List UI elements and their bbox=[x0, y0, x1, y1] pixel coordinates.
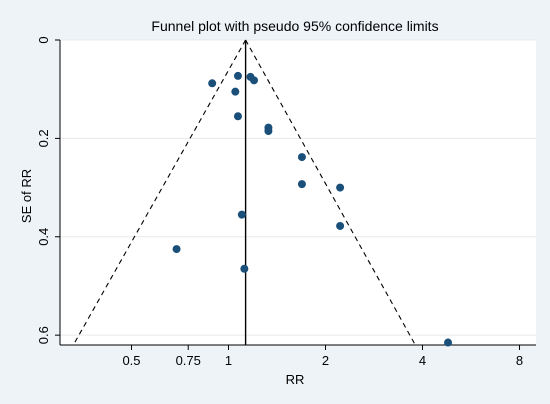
study-point-2 bbox=[231, 87, 240, 96]
funnel-left-limit bbox=[72, 39, 247, 346]
y-tick-label-2: 0.4 bbox=[36, 228, 51, 246]
study-point-7 bbox=[264, 127, 273, 136]
x-tick-label-3: 2 bbox=[322, 353, 329, 368]
study-point-13 bbox=[172, 245, 181, 254]
plot-area bbox=[60, 40, 536, 345]
study-point-0 bbox=[208, 79, 217, 88]
x-tick-label-5: 8 bbox=[516, 353, 523, 368]
y-axis-title: SE of RR bbox=[19, 169, 34, 223]
x-tick-label-1: 0.75 bbox=[176, 353, 201, 368]
y-tick-label-3: 0.6 bbox=[36, 326, 51, 344]
study-point-9 bbox=[297, 180, 306, 189]
study-point-4 bbox=[250, 76, 259, 85]
chart-title: Funnel plot with pseudo 95% confidence l… bbox=[151, 18, 438, 34]
study-point-14 bbox=[240, 264, 249, 273]
study-point-8 bbox=[297, 153, 306, 162]
x-tick-label-0: 0.5 bbox=[122, 353, 140, 368]
study-point-10 bbox=[336, 183, 345, 192]
study-point-12 bbox=[237, 210, 246, 219]
plot-layer: 0 0.2 0.4 0.6 0.5 0.75 1 2 4 8 bbox=[36, 36, 536, 368]
study-point-15 bbox=[444, 338, 453, 347]
study-point-5 bbox=[233, 112, 242, 121]
study-point-11 bbox=[336, 221, 345, 230]
funnel-right-limit bbox=[245, 39, 416, 346]
y-tick-label-1: 0.2 bbox=[36, 129, 51, 147]
study-point-1 bbox=[233, 71, 242, 80]
y-tick-label-0: 0 bbox=[36, 36, 51, 43]
x-tick-label-4: 4 bbox=[419, 353, 426, 368]
x-axis-title: RR bbox=[286, 372, 305, 387]
x-tick-label-2: 1 bbox=[225, 353, 232, 368]
